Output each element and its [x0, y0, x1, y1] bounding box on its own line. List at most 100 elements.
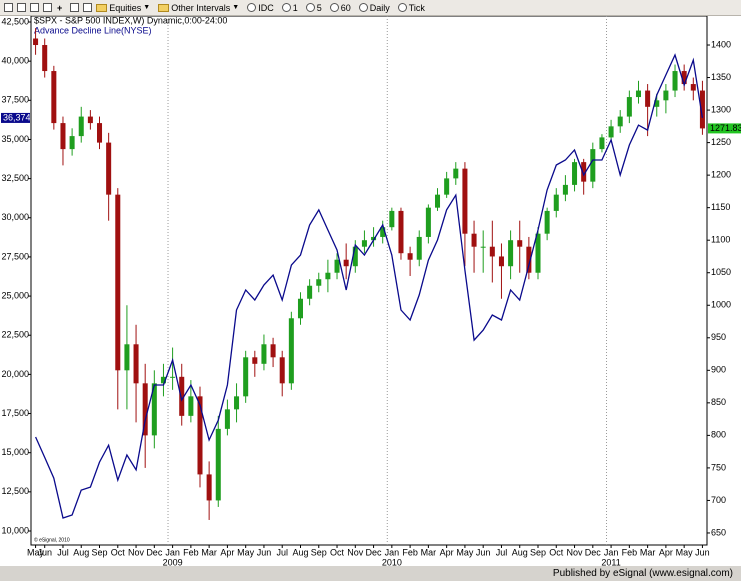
x-tick-label: Aug	[512, 547, 528, 557]
y-tick-label: 32,500	[1, 173, 29, 183]
year-label: 2011	[601, 557, 620, 566]
last-value-box	[1, 112, 30, 123]
icon[interactable]	[4, 3, 13, 12]
x-tick-label: Jun	[476, 547, 491, 557]
x-tick-label: Aug	[73, 547, 89, 557]
candle-body	[352, 246, 358, 267]
icon[interactable]	[30, 3, 39, 12]
button[interactable]: Daily	[357, 3, 390, 13]
chart-title: $SPX - S&P 500 INDEX,W) Dynamic,0:00-24:…	[34, 16, 227, 25]
folder-icon	[158, 3, 170, 12]
button[interactable]: 60	[328, 3, 351, 13]
candle-body	[535, 233, 541, 273]
y-tick-label: 40,000	[1, 56, 29, 66]
candle-body	[508, 240, 514, 267]
radio-icon	[281, 3, 291, 12]
candle-body	[526, 246, 532, 273]
last-price-box	[708, 123, 741, 134]
x-tick-label: Nov	[128, 547, 145, 557]
candle-body	[33, 38, 39, 46]
candle-body	[343, 259, 349, 267]
candle-body	[517, 240, 523, 247]
candle-body	[681, 71, 687, 85]
radio-icon	[358, 3, 368, 12]
y-tick-label: 20,000	[1, 369, 29, 379]
candle-body	[124, 344, 130, 371]
candle-body	[270, 344, 276, 358]
y-tick-label: 25,000	[1, 290, 29, 300]
icon[interactable]	[43, 3, 52, 12]
x-tick-label: Jun	[695, 547, 710, 557]
candle-body	[142, 383, 148, 436]
candle-body	[407, 253, 413, 260]
y-tick-label: 15,000	[1, 447, 29, 457]
y2-tick-label: 1100	[711, 235, 730, 245]
candle-body	[97, 123, 103, 143]
candle-body	[389, 210, 395, 228]
x-tick-label: Jan	[385, 547, 400, 557]
x-tick-label: Sep	[530, 547, 546, 557]
y2-tick-label: 850	[711, 397, 726, 407]
candle-body	[590, 149, 596, 182]
y-tick-label: 12,500	[1, 486, 29, 496]
x-tick-label: Dec	[366, 547, 383, 557]
menu[interactable]: Other Intervals ▼	[156, 3, 239, 13]
x-tick-label: Feb	[622, 547, 638, 557]
candle-body	[471, 233, 477, 247]
candle-body	[288, 318, 294, 384]
y2-tick-label: 700	[711, 495, 726, 505]
button[interactable]: Tick	[396, 3, 425, 13]
candle-body	[599, 137, 605, 150]
candle-body	[51, 71, 57, 124]
x-tick-label: Sep	[311, 547, 327, 557]
menu[interactable]: Equities ▼	[94, 3, 150, 13]
candle-body	[316, 279, 322, 286]
add-icon[interactable]: +	[57, 2, 63, 13]
icon[interactable]	[70, 3, 80, 12]
x-tick-label: Oct	[549, 547, 564, 557]
candle-body	[489, 246, 495, 257]
footer: Published by eSignal (www.esignal.com)	[0, 566, 741, 581]
menu-label: Other Intervals	[171, 2, 231, 13]
candle-body	[160, 376, 166, 384]
button[interactable]: 1	[280, 3, 298, 13]
candle-body	[562, 184, 568, 195]
x-tick-label: Feb	[402, 547, 418, 557]
y2-tick-label: 650	[711, 527, 726, 537]
x-tick-label: May	[27, 547, 45, 557]
candle-body	[197, 396, 203, 475]
button-label: Tick	[408, 2, 425, 13]
y2-tick-label: 800	[711, 430, 726, 440]
x-tick-label: Jul	[496, 547, 508, 557]
candle-body	[151, 383, 157, 436]
toolbar: + Equities ▼ Other Intervals ▼ IDC 1 5 60 …	[0, 0, 741, 16]
y2-tick-label: 1200	[711, 170, 731, 180]
y2-tick-label: 1000	[711, 300, 731, 310]
candle-body	[170, 376, 176, 378]
candle-body	[435, 194, 441, 208]
candle-body	[444, 178, 450, 195]
candle-body	[453, 168, 459, 179]
y-tick-label: 30,000	[1, 212, 29, 222]
y-tick-label: 35,000	[1, 134, 29, 144]
candle-body	[188, 396, 194, 416]
radio-icon	[397, 3, 407, 12]
candle-body	[179, 376, 185, 416]
y2-tick-label: 1400	[711, 39, 731, 49]
icon[interactable]	[83, 3, 93, 12]
button-label: IDC	[258, 2, 274, 13]
candle-body	[635, 90, 641, 98]
plot-frame	[30, 16, 708, 546]
year-label: 2009	[163, 557, 183, 566]
button[interactable]: 5	[304, 3, 322, 13]
candle-body	[380, 227, 386, 237]
y-tick-label: 42,500	[1, 16, 29, 26]
candle-body	[699, 90, 705, 129]
y2-tick-label: 1250	[711, 137, 731, 147]
button[interactable]: IDC	[245, 3, 274, 13]
candle-body	[581, 162, 587, 182]
x-tick-label: Jun	[37, 547, 52, 557]
candle-body	[626, 97, 632, 117]
y-tick-label: 37,500	[1, 95, 29, 105]
icon[interactable]	[17, 3, 26, 12]
